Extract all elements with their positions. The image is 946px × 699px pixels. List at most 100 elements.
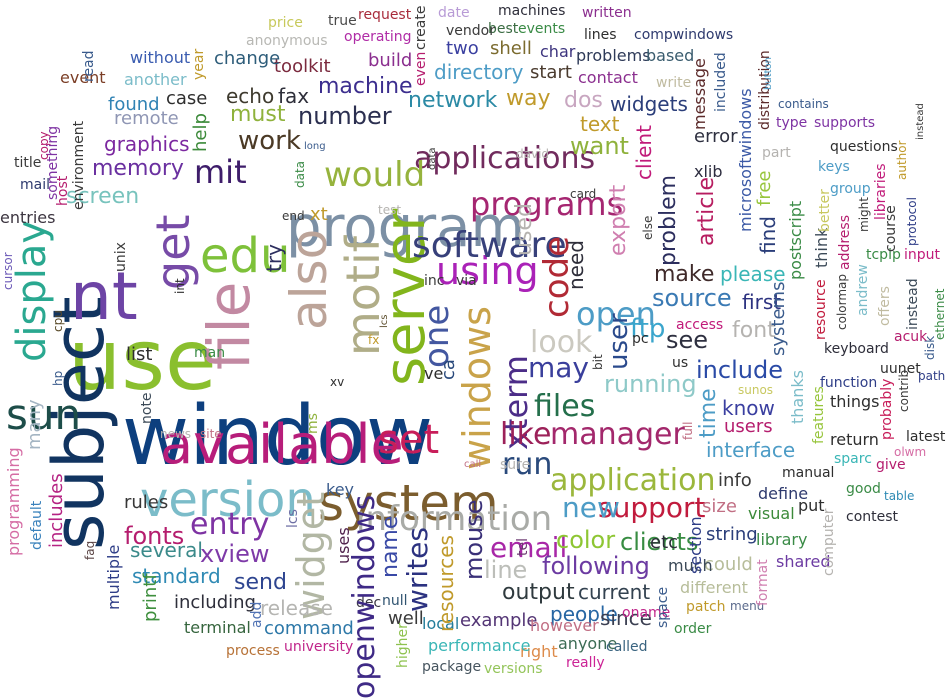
cloud-word-version: version (140, 472, 316, 528)
cloud-word-use: use (68, 311, 217, 409)
cloud-word-try: try (262, 244, 286, 272)
cloud-word-host: host (55, 175, 71, 206)
cloud-word-also: also (280, 228, 338, 330)
cloud-word-printf: printf (140, 573, 161, 622)
cloud-word-xv: xv (330, 375, 345, 389)
cloud-word-char: char (540, 42, 576, 61)
cloud-word-font: font (732, 318, 776, 343)
cloud-word-must: must (230, 102, 286, 127)
cloud-word-inc: inc (424, 273, 445, 289)
cloud-word-cursor: cursor (1, 252, 15, 290)
cloud-word-run: run (502, 447, 553, 482)
cloud-word-widgets: widgets (610, 92, 688, 116)
cloud-word-email: email (490, 531, 568, 564)
cloud-word-clients: clients (620, 528, 699, 556)
cloud-word-contact: contact (578, 68, 638, 87)
cloud-word-add: add (249, 601, 265, 628)
cloud-word-versions: versions (484, 661, 543, 677)
cloud-word-ms: ms (305, 413, 321, 434)
cloud-word-access: access (676, 317, 724, 333)
cloud-word-support: support (598, 491, 706, 524)
cloud-word-information: information (356, 499, 553, 539)
cloud-word-function: function (820, 375, 878, 391)
cloud-word-make: make (654, 262, 715, 287)
cloud-word-unix: unix (113, 242, 129, 272)
cloud-word-create: create (413, 5, 429, 50)
cloud-word-included: included (713, 52, 729, 112)
cloud-word-features: features (811, 386, 827, 444)
cloud-word-well: well (388, 608, 424, 629)
cloud-word-dec: dec (356, 595, 382, 611)
cloud-word-instead: instead (905, 278, 921, 330)
cloud-word-table: table (884, 489, 915, 503)
cloud-word-call: call (464, 459, 482, 470)
cloud-word-mail: mail (20, 177, 50, 193)
cloud-word-tcpip: tcpip (866, 247, 901, 263)
cloud-word-called: called (606, 639, 648, 655)
cloud-word-cpu: cpu (51, 310, 65, 332)
cloud-word-note: note (139, 392, 155, 424)
cloud-word-memory: memory (92, 156, 184, 181)
cloud-word-applications: applications (414, 141, 596, 176)
cloud-word-without: without (130, 48, 191, 67)
cloud-word-lcs: lcs (285, 509, 301, 528)
cloud-word-programs: programs (470, 185, 624, 223)
cloud-word-ve: ve (424, 364, 444, 383)
cloud-word-return: return (830, 430, 879, 449)
cloud-word-ethernet: ethernet (933, 288, 946, 341)
cloud-word-good: good (846, 481, 881, 497)
cloud-word-resources: resources (434, 535, 458, 632)
cloud-word-problems: problems (576, 46, 651, 65)
cloud-word-include: include (696, 356, 783, 384)
cloud-word-david: david (516, 147, 550, 161)
cloud-word-microsoftwindows: microsoftwindows (736, 88, 755, 232)
cloud-word-best: best (488, 21, 519, 37)
cloud-word-mouse: mouse (460, 499, 488, 580)
cloud-word-else: else (641, 215, 655, 240)
cloud-word-thanks: thanks (788, 370, 807, 424)
cloud-word-since: since (600, 606, 652, 630)
cloud-word-find: find (756, 216, 780, 254)
cloud-word-many: many (24, 399, 45, 450)
cloud-word-group: group (830, 181, 871, 197)
cloud-word-space: space (655, 586, 671, 628)
cloud-word-pc: pc (632, 331, 649, 347)
cloud-word-libraries: libraries (873, 163, 889, 220)
cloud-word-free: free (754, 170, 775, 207)
cloud-word-including: including (174, 592, 256, 613)
cloud-word-olwm: olwm (894, 445, 927, 459)
cloud-word-shell: shell (490, 38, 532, 59)
cloud-word-string: string (706, 524, 758, 545)
cloud-word-date: date (438, 5, 470, 21)
cloud-word-keys: keys (818, 159, 850, 175)
cloud-word-protocol: protocol (905, 197, 919, 246)
cloud-word-client: client (632, 125, 656, 180)
cloud-word-title: title (14, 155, 42, 171)
cloud-word-number: number (298, 102, 392, 130)
cloud-word-two: two (446, 38, 479, 59)
cloud-word-sunos: sunos (738, 383, 774, 397)
cloud-word-button: button (763, 57, 774, 90)
cloud-word-uunet: uunet (880, 361, 921, 377)
cloud-word-visual: visual (748, 504, 795, 523)
cloud-word-fonts: fonts (124, 522, 185, 550)
cloud-word-xlib: xlib (694, 162, 723, 181)
cloud-word-give: give (876, 457, 906, 473)
cloud-word-xt: xt (310, 204, 328, 225)
cloud-word-site: site (200, 427, 222, 441)
cloud-word-think: think (812, 227, 831, 268)
cloud-word-may: may (528, 351, 590, 384)
cloud-word-output: output (502, 580, 575, 605)
cloud-word-build: build (368, 50, 413, 71)
cloud-word-menu: menu (730, 599, 765, 613)
cloud-word-write: write (656, 75, 692, 91)
cloud-word-please: please (720, 262, 786, 286)
cloud-word-anonymous: anonymous (246, 33, 328, 49)
cloud-word-display: display (9, 219, 55, 362)
cloud-word-change: change (214, 48, 281, 69)
cloud-word-problem: problem (656, 174, 681, 266)
cloud-word-mit: mit (194, 153, 247, 191)
cloud-word-library: library (756, 530, 808, 549)
cloud-word-machine: machine (318, 74, 413, 99)
cloud-word-message: message (690, 58, 709, 130)
